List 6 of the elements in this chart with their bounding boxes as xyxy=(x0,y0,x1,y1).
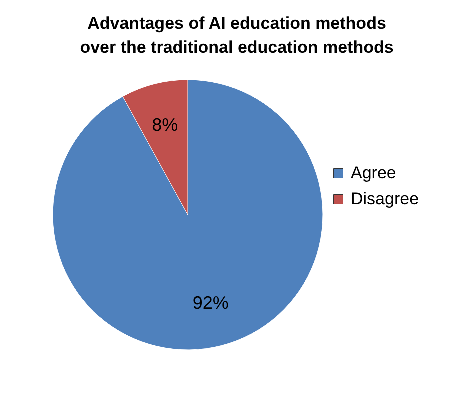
legend-label: Disagree xyxy=(351,190,420,208)
data-label: 92% xyxy=(192,293,229,314)
chart-title: Advantages of AI education methods over the traditional education methods xyxy=(80,14,394,57)
data-label: 8% xyxy=(152,114,178,135)
legend-label: Agree xyxy=(351,164,396,182)
pie-slice xyxy=(52,80,324,350)
